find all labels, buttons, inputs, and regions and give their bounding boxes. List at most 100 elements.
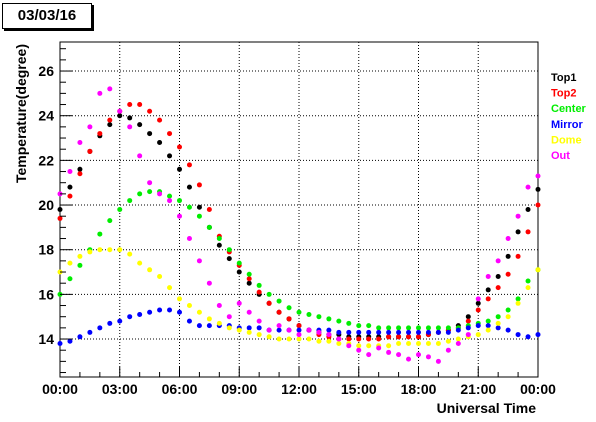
data-point <box>246 325 252 331</box>
data-point <box>326 327 332 333</box>
data-point <box>445 338 451 344</box>
data-point <box>147 108 153 114</box>
data-point <box>266 300 272 306</box>
legend-item: Top1 <box>551 72 576 84</box>
data-point <box>127 251 133 257</box>
data-point <box>475 332 481 338</box>
y-tick-label: 18 <box>38 242 54 258</box>
data-point <box>206 224 212 230</box>
data-point <box>107 218 113 224</box>
y-tick-label: 16 <box>38 286 54 302</box>
data-point <box>376 325 382 331</box>
data-point <box>286 327 292 333</box>
data-point <box>475 300 481 306</box>
data-point <box>306 336 312 342</box>
data-point <box>137 311 143 317</box>
data-point <box>57 207 63 212</box>
data-point <box>296 332 302 338</box>
data-point <box>77 262 83 268</box>
data-point <box>216 303 222 309</box>
data-point <box>276 309 282 315</box>
data-point <box>396 341 402 346</box>
data-point <box>177 144 182 150</box>
data-point <box>117 113 123 119</box>
data-point <box>455 327 461 333</box>
data-point <box>416 341 421 346</box>
data-point <box>117 207 123 212</box>
data-point <box>406 356 412 362</box>
data-point <box>425 329 431 335</box>
x-tick-label: 15:00 <box>341 381 377 397</box>
data-point <box>525 334 531 340</box>
data-point <box>246 329 252 335</box>
data-point <box>356 323 362 329</box>
data-point <box>196 258 202 264</box>
data-point <box>495 274 501 279</box>
data-point <box>286 336 292 342</box>
data-point <box>236 300 242 306</box>
data-point <box>256 332 262 338</box>
data-point <box>226 247 232 253</box>
data-point <box>525 229 531 235</box>
data-point <box>346 336 352 342</box>
data-point <box>505 307 511 313</box>
data-point <box>525 207 531 212</box>
data-point <box>97 131 103 137</box>
data-point <box>97 247 103 253</box>
data-point <box>97 325 103 331</box>
data-point <box>87 249 93 255</box>
data-point <box>167 285 173 291</box>
x-tick-label: 00:00 <box>42 381 78 397</box>
data-point <box>107 86 113 92</box>
data-point <box>127 124 133 130</box>
data-point <box>177 198 182 204</box>
data-point <box>266 334 272 340</box>
data-point <box>505 253 511 259</box>
data-point <box>326 316 332 322</box>
data-point <box>67 184 73 190</box>
data-point <box>57 215 63 221</box>
data-point <box>57 341 63 346</box>
data-point <box>366 352 372 358</box>
data-point <box>236 327 242 333</box>
data-point <box>475 296 481 302</box>
data-point <box>167 198 173 204</box>
data-point <box>356 343 362 349</box>
data-point <box>256 318 262 324</box>
data-point <box>127 115 133 121</box>
data-point <box>296 327 302 333</box>
data-point <box>515 213 521 219</box>
data-point <box>535 202 541 208</box>
legend-item: Center <box>551 103 587 115</box>
data-point <box>425 354 431 360</box>
data-point <box>137 102 143 108</box>
data-point <box>326 332 332 338</box>
data-point <box>196 309 202 315</box>
data-point <box>266 327 272 333</box>
data-point <box>396 352 402 358</box>
data-point <box>386 343 392 349</box>
data-point <box>256 282 262 288</box>
data-point <box>77 166 83 172</box>
data-point <box>246 276 252 282</box>
data-point <box>396 334 402 340</box>
data-point <box>276 298 282 304</box>
data-point <box>406 329 412 335</box>
data-point <box>206 207 212 212</box>
data-point <box>445 329 451 335</box>
data-point <box>495 285 501 291</box>
data-point <box>236 260 242 266</box>
data-point <box>406 341 412 346</box>
data-point <box>445 347 451 353</box>
data-point <box>296 309 302 315</box>
data-point <box>216 320 222 326</box>
data-point <box>515 300 521 306</box>
data-point <box>67 260 73 266</box>
data-point <box>77 171 83 177</box>
data-point <box>137 122 143 128</box>
data-point <box>485 327 491 333</box>
data-point <box>186 236 192 242</box>
data-point <box>196 323 202 329</box>
data-point <box>406 325 412 331</box>
